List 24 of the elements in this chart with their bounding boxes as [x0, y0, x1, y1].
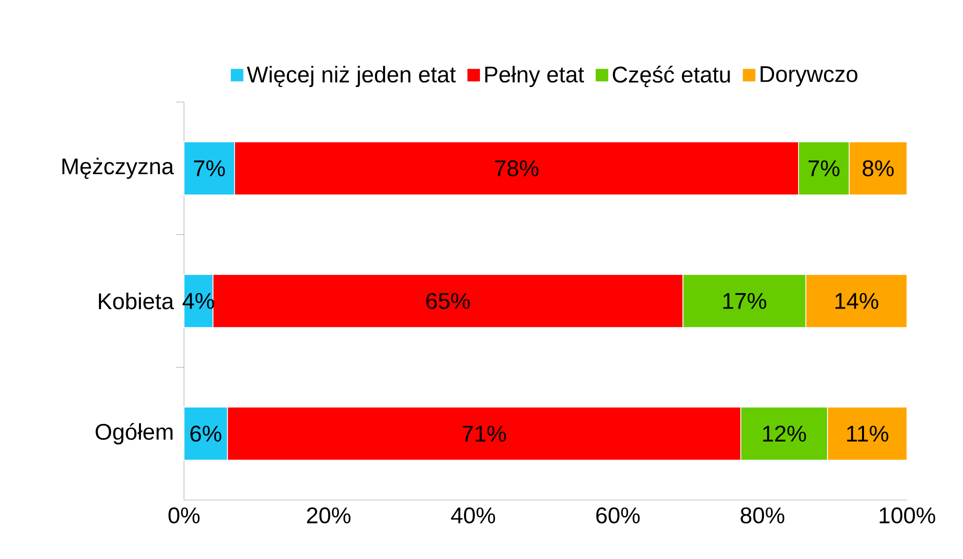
data-label: 17% — [723, 293, 766, 309]
data-label: 7% — [194, 160, 225, 176]
x-tick-label: 60% — [596, 507, 640, 524]
x-tick-label: 40% — [451, 507, 496, 524]
y-tick-label: Mężczyzna — [62, 158, 174, 179]
data-label: 12% — [763, 426, 806, 442]
data-label: 78% — [495, 160, 538, 176]
x-tick-label: 0% — [168, 507, 200, 524]
data-label: 6% — [190, 426, 222, 442]
data-label: 65% — [426, 292, 470, 310]
data-label: 11% — [847, 426, 888, 442]
x-tick-label: 80% — [740, 507, 784, 524]
data-label: 7% — [808, 160, 840, 176]
data-label: 71% — [462, 426, 506, 442]
data-label: 8% — [862, 160, 894, 176]
x-tick-label: 100% — [880, 507, 936, 524]
legend-label: Część etatu — [612, 66, 730, 88]
legend-label: Pełny etat — [485, 66, 584, 88]
data-label: 14% — [835, 293, 878, 309]
x-tick-label: 20% — [307, 507, 350, 524]
y-tick-label: Ogółem — [96, 422, 172, 444]
legend-label: Więcej niż jeden etat — [246, 66, 456, 88]
y-tick-label: Kobieta — [98, 292, 174, 310]
legend-label: Dorywczo — [760, 66, 858, 87]
